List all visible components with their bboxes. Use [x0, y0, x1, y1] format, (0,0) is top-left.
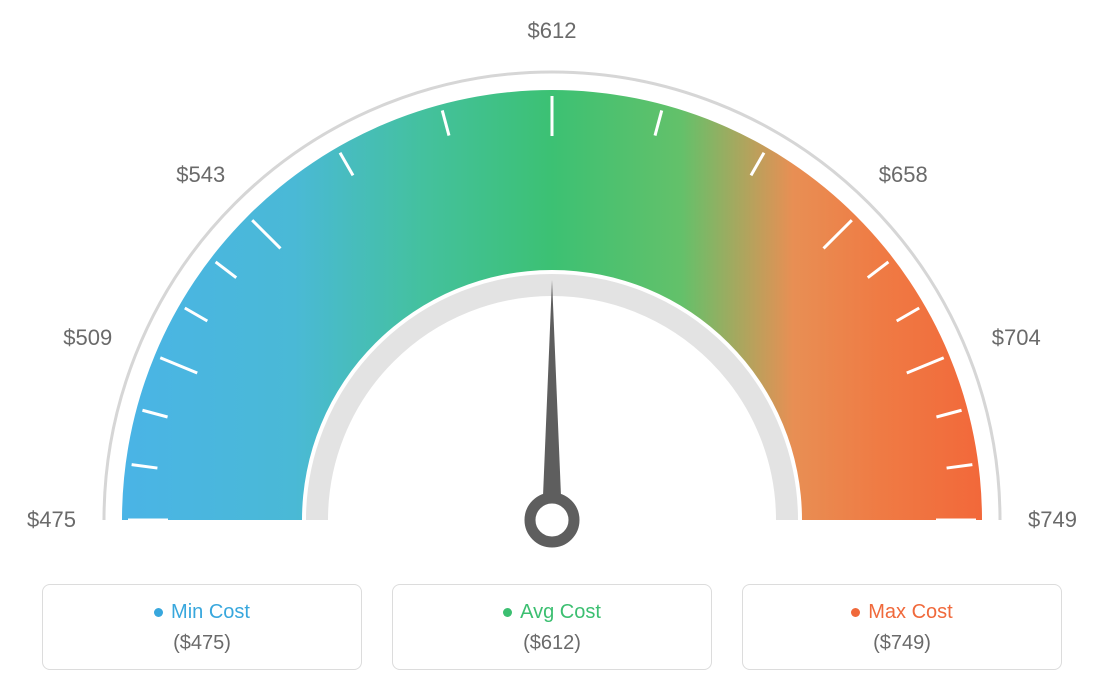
tick-label: $749	[1028, 507, 1077, 533]
legend-value-avg: ($612)	[393, 632, 711, 655]
tick-label: $475	[27, 507, 76, 533]
tick-label: $509	[63, 325, 112, 351]
legend-value-min: ($475)	[43, 632, 361, 655]
gauge-chart: $475 $509 $543 $612 $658 $704 $749	[0, 0, 1104, 560]
tick-label: $612	[528, 18, 577, 44]
cost-gauge-container: $475 $509 $543 $612 $658 $704 $749 Min Cost ($…	[0, 0, 1104, 690]
legend-title-avg: Avg Cost	[503, 601, 601, 624]
legend-title-text-min: Min Cost	[171, 601, 250, 624]
legend-dot-min	[154, 608, 163, 617]
legend-value-max: ($749)	[743, 632, 1061, 655]
legend-card-avg: Avg Cost ($612)	[392, 584, 712, 670]
legend-card-max: Max Cost ($749)	[742, 584, 1062, 670]
legend-title-text-avg: Avg Cost	[520, 601, 601, 624]
legend-title-max: Max Cost	[851, 601, 952, 624]
tick-label: $704	[992, 325, 1041, 351]
legend-row: Min Cost ($475) Avg Cost ($612) Max Cost…	[0, 584, 1104, 670]
tick-label: $658	[879, 163, 928, 189]
tick-label: $543	[176, 163, 225, 189]
legend-title-text-max: Max Cost	[868, 601, 952, 624]
gauge-svg	[22, 20, 1082, 580]
legend-title-min: Min Cost	[154, 601, 250, 624]
legend-dot-avg	[503, 608, 512, 617]
legend-dot-max	[851, 608, 860, 617]
legend-card-min: Min Cost ($475)	[42, 584, 362, 670]
